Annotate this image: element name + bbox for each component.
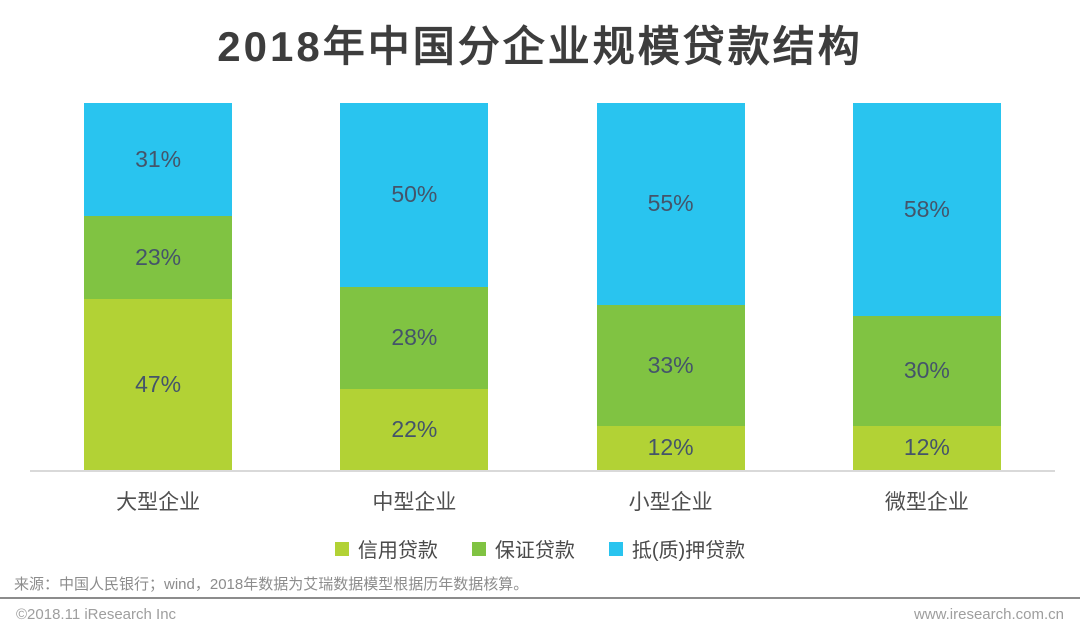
bar-segment: 33% [596, 304, 745, 426]
value-label: 28% [391, 324, 438, 351]
value-label: 33% [647, 351, 694, 378]
bar-segment: 55% [596, 103, 745, 305]
bar-segment: 58% [852, 103, 1001, 316]
legend-item: 保证贷款 [471, 534, 575, 563]
footer-divider [0, 597, 1080, 599]
bar-segment: 31% [84, 103, 233, 216]
legend-label: 保证贷款 [494, 540, 575, 562]
legend-swatch [471, 541, 486, 556]
bar-segment: 12% [596, 425, 745, 470]
value-label: 30% [903, 357, 950, 384]
value-label: 22% [391, 416, 438, 443]
category-label: 微型企业 [884, 491, 969, 514]
value-label: 31% [135, 145, 182, 172]
bar-column: 58% 30% 12% [799, 103, 1055, 470]
x-axis-category-labels: 大型企业 中型企业 小型企业 微型企业 [30, 486, 1055, 516]
category-label: 大型企业 [116, 491, 201, 514]
bar-segment: 50% [340, 103, 489, 287]
bar-segment: 30% [852, 315, 1001, 426]
plot-area: 31% 23% 47% 50% 28% 22% 55% 33% 12% 58% 30% 12% [30, 103, 1055, 470]
category-label: 小型企业 [628, 491, 713, 514]
copyright-text: ©2018.11 iResearch Inc [16, 606, 177, 623]
value-label: 23% [135, 243, 182, 270]
legend-item: 抵(质)押贷款 [608, 534, 746, 563]
legend-swatch [608, 541, 623, 556]
footer-bar: ©2018.11 iResearch Inc www.iresearch.com… [0, 606, 1080, 623]
value-label: 55% [647, 190, 694, 217]
bar-segment: 47% [84, 299, 233, 470]
stacked-bar-chart: 31% 23% 47% 50% 28% 22% 55% 33% 12% 58% 30% 12% [30, 103, 1055, 472]
x-axis-line [30, 470, 1055, 472]
stacked-bar: 31% 23% 47% [84, 103, 233, 470]
bar-column: 50% 28% 22% [286, 103, 542, 470]
stacked-bar: 55% 33% 12% [596, 103, 745, 470]
chart-title: 2018年中国分企业规模贷款结构 [217, 23, 863, 70]
source-note: 来源：中国人民银行；wind，2018年数据为艾瑞数据模型根据历年数据核算。 [14, 576, 529, 593]
value-label: 50% [391, 181, 438, 208]
value-label: 58% [903, 195, 950, 222]
legend-swatch [334, 541, 349, 556]
legend-item: 信用贷款 [334, 534, 438, 563]
value-label: 47% [135, 371, 182, 398]
bar-segment: 22% [340, 389, 489, 470]
bar-column: 55% 33% 12% [543, 103, 799, 470]
website-url: www.iresearch.com.cn [913, 606, 1064, 623]
legend-label: 信用贷款 [357, 540, 438, 562]
bar-segment: 28% [340, 286, 489, 390]
stacked-bar: 58% 30% 12% [852, 103, 1001, 470]
bar-segment: 12% [852, 425, 1001, 470]
chart-legend: 信用贷款 保证贷款 抵(质)押贷款 [0, 534, 1080, 563]
bar-segment: 23% [84, 215, 233, 300]
value-label: 12% [903, 434, 950, 461]
stacked-bar: 50% 28% 22% [340, 103, 489, 470]
category-label: 中型企业 [372, 491, 457, 514]
bar-column: 31% 23% 47% [30, 103, 286, 470]
value-label: 12% [647, 434, 694, 461]
legend-label: 抵(质)押贷款 [631, 540, 746, 562]
